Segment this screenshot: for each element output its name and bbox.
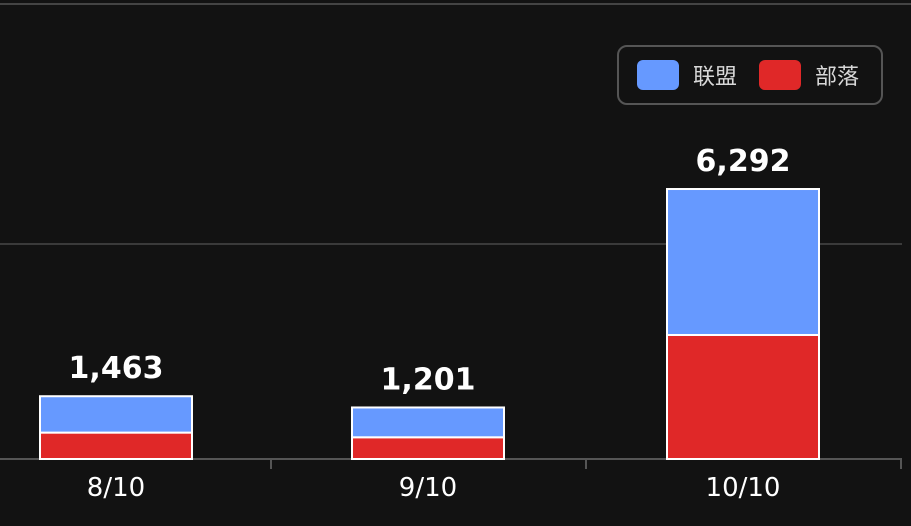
bar-horde-0[interactable]: [39, 431, 193, 461]
bar-horde-2[interactable]: [666, 333, 820, 461]
bar-alliance-2[interactable]: [666, 188, 820, 336]
bar-horde-1[interactable]: [351, 436, 505, 460]
x-tick-label: 8/10: [87, 473, 145, 503]
bar-total-label: 1,201: [381, 362, 476, 397]
bar-total-label: 6,292: [696, 144, 791, 179]
bar-total-label: 1,463: [69, 351, 164, 386]
x-tick-label: 9/10: [399, 473, 457, 503]
legend-swatch-alliance: [637, 60, 679, 90]
legend-swatch-horde: [759, 60, 801, 90]
legend-label-horde: 部落: [815, 65, 860, 90]
legend-entry-alliance[interactable]: 联盟: [637, 59, 737, 91]
legend-label-alliance: 联盟: [693, 65, 738, 90]
legend: 联盟 部落: [617, 45, 883, 105]
bar-alliance-1[interactable]: [351, 406, 505, 439]
legend-entry-horde[interactable]: 部落: [759, 59, 859, 91]
bar-alliance-0[interactable]: [39, 395, 193, 434]
x-tick-label: 10/10: [706, 473, 781, 503]
